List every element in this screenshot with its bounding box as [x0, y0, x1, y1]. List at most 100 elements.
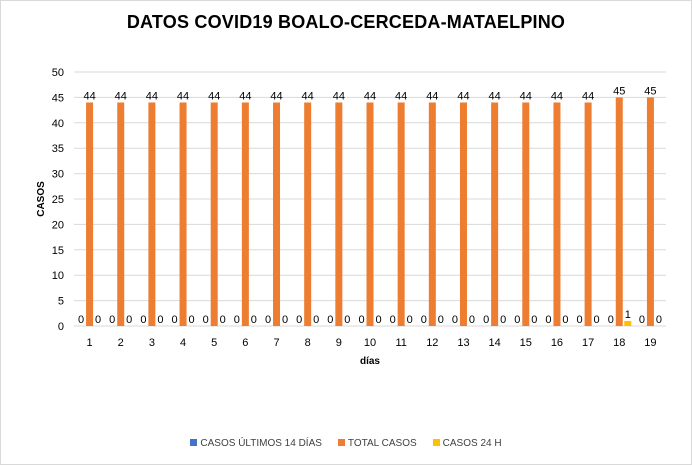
bar [397, 102, 405, 326]
x-axis-label: días [360, 356, 380, 367]
legend-swatch [337, 439, 345, 446]
y-tick-label: 35 [52, 143, 64, 155]
data-label: 1 [625, 309, 631, 321]
data-label: 0 [126, 314, 132, 326]
bar [624, 320, 632, 326]
data-label: 44 [302, 90, 314, 102]
x-tick-label: 14 [489, 337, 501, 349]
data-label: 44 [457, 90, 469, 102]
x-tick-label: 18 [613, 337, 625, 349]
data-label: 0 [327, 314, 333, 326]
y-tick-label: 20 [52, 219, 64, 231]
data-label: 44 [208, 90, 220, 102]
bar [553, 102, 561, 326]
data-label: 44 [426, 90, 438, 102]
data-label: 44 [489, 90, 501, 102]
data-label: 44 [115, 90, 127, 102]
legend-item: CASOS 24 H [432, 438, 502, 449]
y-tick-label: 0 [58, 321, 64, 333]
data-label: 0 [390, 314, 396, 326]
x-tick-label: 13 [457, 337, 469, 349]
bar [86, 102, 94, 326]
bar [273, 102, 281, 326]
data-label: 0 [78, 314, 84, 326]
data-label: 0 [251, 314, 257, 326]
data-label: 0 [171, 314, 177, 326]
x-tick-label: 12 [426, 337, 438, 349]
data-label: 0 [188, 314, 194, 326]
bar [584, 102, 592, 326]
data-label: 0 [594, 314, 600, 326]
chart-legend: CASOS ÚLTIMOS 14 DÍAS TOTAL CASOS CASOS 24… [0, 438, 692, 449]
data-label: 0 [203, 314, 209, 326]
x-tick-label: 1 [87, 337, 93, 349]
legend-item: CASOS ÚLTIMOS 14 DÍAS [190, 438, 322, 449]
legend-label: CASOS 24 H [442, 438, 502, 449]
bar [646, 97, 654, 327]
x-tick-label: 17 [582, 337, 594, 349]
chart-title: DATOS COVID19 BOALO-CERCEDA-MATAELPINO [126, 12, 566, 32]
data-label: 0 [220, 314, 226, 326]
x-tick-label: 5 [211, 337, 217, 349]
data-label: 0 [438, 314, 444, 326]
bar [491, 102, 499, 326]
y-tick-label: 40 [52, 118, 64, 130]
data-label: 0 [452, 314, 458, 326]
data-label: 45 [613, 85, 625, 97]
data-label: 0 [296, 314, 302, 326]
data-label: 0 [639, 314, 645, 326]
bar [335, 102, 343, 326]
data-label: 0 [265, 314, 271, 326]
y-tick-label: 10 [52, 270, 64, 282]
data-label: 44 [146, 90, 158, 102]
data-label: 0 [282, 314, 288, 326]
bar [304, 102, 312, 326]
x-tick-label: 3 [149, 337, 155, 349]
data-label: 0 [469, 314, 475, 326]
data-label: 45 [644, 85, 656, 97]
bar [148, 102, 156, 326]
x-tick-label: 4 [180, 337, 186, 349]
bar [117, 102, 125, 326]
data-label: 0 [375, 314, 381, 326]
bar [459, 102, 467, 326]
y-tick-label: 25 [52, 194, 64, 206]
bar [428, 102, 436, 326]
data-label: 0 [109, 314, 115, 326]
x-tick-label: 15 [520, 337, 532, 349]
data-label: 0 [140, 314, 146, 326]
data-label: 44 [551, 90, 563, 102]
data-label: 0 [608, 314, 614, 326]
legend-label: CASOS ÚLTIMOS 14 DÍAS [200, 438, 322, 449]
data-label: 44 [333, 90, 345, 102]
x-tick-label: 9 [336, 337, 342, 349]
bar [615, 97, 623, 327]
bar [179, 102, 187, 326]
legend-swatch [190, 439, 198, 446]
bar [241, 102, 249, 326]
data-label: 0 [313, 314, 319, 326]
y-tick-label: 50 [52, 67, 64, 79]
x-tick-label: 8 [305, 337, 311, 349]
data-label: 0 [500, 314, 506, 326]
data-label: 0 [562, 314, 568, 326]
y-tick-label: 15 [52, 245, 64, 257]
data-label: 0 [514, 314, 520, 326]
data-label: 0 [234, 314, 240, 326]
data-label: 44 [520, 90, 532, 102]
data-label: 0 [577, 314, 583, 326]
data-label: 44 [239, 90, 251, 102]
data-label: 44 [83, 90, 95, 102]
y-axis-label: CASOS [36, 181, 47, 217]
data-label: 44 [364, 90, 376, 102]
data-label: 0 [344, 314, 350, 326]
data-label: 0 [483, 314, 489, 326]
x-tick-label: 2 [118, 337, 124, 349]
data-label: 0 [95, 314, 101, 326]
data-label: 44 [177, 90, 189, 102]
x-tick-label: 16 [551, 337, 563, 349]
x-tick-label: 7 [273, 337, 279, 349]
x-tick-label: 10 [364, 337, 376, 349]
